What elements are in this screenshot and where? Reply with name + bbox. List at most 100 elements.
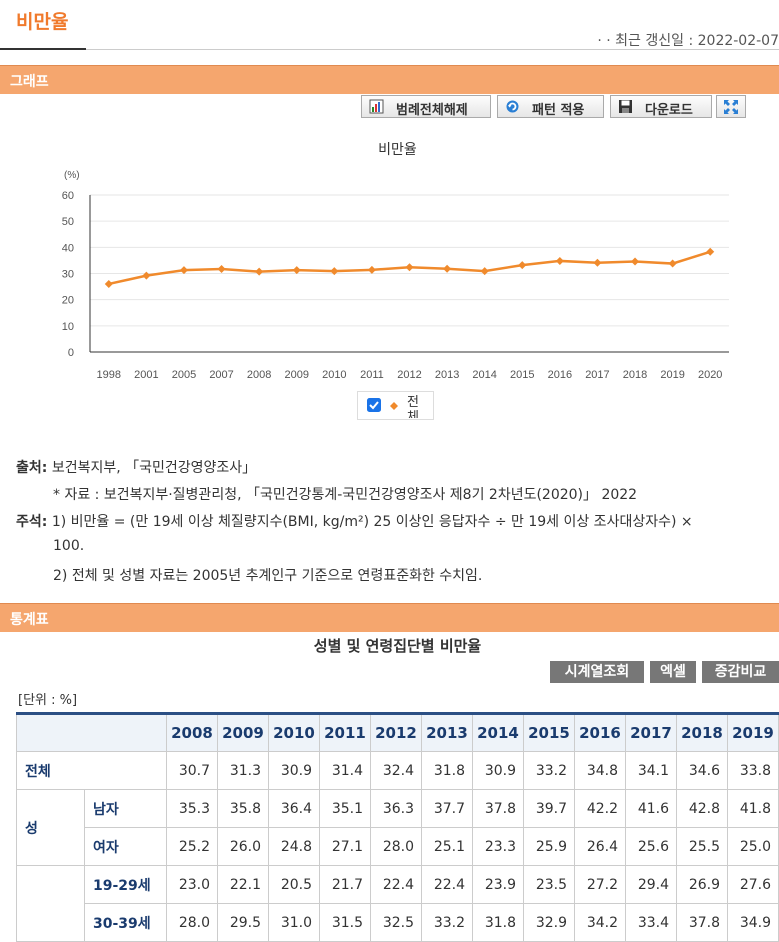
year-header: 2012 (370, 713, 422, 752)
x-tick-label: 2014 (472, 369, 496, 381)
table-cell: 34.6 (676, 751, 728, 790)
table-cell: 27.2 (574, 865, 626, 904)
table-cell: 28.0 (370, 827, 422, 866)
table-cell: 31.4 (319, 751, 371, 790)
year-header: 2018 (676, 713, 728, 752)
data-point (668, 259, 677, 268)
graph-section-header: 그래프 (0, 65, 779, 94)
y-tick-label: 10 (62, 321, 74, 333)
table-cell: 31.5 (319, 903, 371, 942)
table-cell: 42.8 (676, 789, 728, 828)
table-cell: 25.2 (166, 827, 218, 866)
x-tick-label: 2007 (209, 369, 233, 381)
table-cell: 32.4 (370, 751, 422, 790)
table-row: 전체 30.7 31.3 30.9 31.4 32.4 31.8 30.9 33.2 34.8 34… (16, 751, 779, 790)
x-tick-label: 2012 (397, 369, 421, 381)
year-header: 2014 (472, 713, 524, 752)
year-header: 2015 (523, 713, 575, 752)
table-cell: 25.9 (523, 827, 575, 866)
legend-checkbox[interactable] (367, 398, 381, 412)
legend-label: 전체 (407, 395, 419, 418)
legend-marker-icon (390, 402, 398, 410)
table-cell: 42.2 (574, 789, 626, 828)
table-cell: 27.1 (319, 827, 371, 866)
table-cell: 30.9 (268, 751, 320, 790)
time-series-button[interactable]: 시계열조회 (550, 661, 644, 683)
year-header: 2011 (319, 713, 371, 752)
table-cell: 33.8 (727, 751, 779, 790)
y-tick-label: 20 (62, 295, 74, 307)
remark-label: 주석: (16, 514, 48, 530)
table-cell: 33.2 (421, 903, 473, 942)
source-line: 출처: 보건복지부, 「국민건강영양조사」 (16, 457, 256, 477)
x-tick-label: 2015 (510, 369, 534, 381)
table-cell: 31.3 (217, 751, 269, 790)
table-cell: 29.4 (625, 865, 677, 904)
corner-cell (16, 713, 167, 752)
table-cell: 22.4 (370, 865, 422, 904)
table-cell: 31.0 (268, 903, 320, 942)
table-cell: 27.6 (727, 865, 779, 904)
table-cell: 31.8 (421, 751, 473, 790)
table-cell: 26.9 (676, 865, 728, 904)
data-point (518, 261, 527, 270)
y-tick-label: 30 (62, 269, 74, 281)
table-cell: 35.8 (217, 789, 269, 828)
table-cell: 34.2 (574, 903, 626, 942)
table-row: 30-39세 28.0 29.5 31.0 31.5 32.5 33.2 31.8 32.9 34… (17, 903, 779, 942)
x-tick-label: 2017 (585, 369, 609, 381)
table-title: 성별 및 연령집단별 비만율 (313, 637, 482, 655)
table-cell: 29.5 (217, 903, 269, 942)
excel-button[interactable]: 엑셀 (650, 661, 696, 683)
row-label-age-19-29: 19-29세 (84, 865, 167, 904)
x-tick-label: 2020 (698, 369, 722, 381)
table-cell: 25.5 (676, 827, 728, 866)
data-point (405, 263, 414, 272)
year-header: 2009 (217, 713, 269, 752)
fullscreen-button[interactable] (716, 95, 746, 118)
chart-legend: 전체 (357, 391, 434, 420)
table-cell: 25.1 (421, 827, 473, 866)
compare-button[interactable]: 증감비교 (702, 661, 779, 683)
row-label-female: 여자 (84, 827, 167, 866)
table-cell: 23.9 (472, 865, 524, 904)
table-cell: 26.0 (217, 827, 269, 866)
table-header-row: 2008 2009 2010 2011 2012 2013 2014 2015 … (16, 713, 779, 752)
table-cell: 35.1 (319, 789, 371, 828)
remark-2: 2) 전체 및 성별 자료는 2005년 추계인구 기준으로 연령표준화한 수치… (53, 568, 483, 584)
x-tick-label: 2009 (284, 369, 308, 381)
download-button[interactable]: 다운로드 (610, 95, 712, 118)
row-group-sex: 성 (16, 789, 85, 866)
table-row: 19-29세 23.0 22.1 20.5 21.7 22.4 22.4 23.9 23.5 27… (16, 865, 779, 942)
data-point (706, 247, 715, 256)
table-cell: 37.7 (421, 789, 473, 828)
data-point (480, 267, 489, 276)
apply-pattern-button[interactable]: 패턴 적용 (497, 95, 604, 118)
table-cell: 34.9 (727, 903, 779, 942)
x-tick-label: 2013 (435, 369, 459, 381)
table-cell: 25.0 (727, 827, 779, 866)
refresh-icon (506, 100, 519, 113)
source-text: 보건복지부, 「국민건강영양조사」 (51, 460, 257, 476)
table-cell: 37.8 (472, 789, 524, 828)
last-updated: · · 최근 갱신일 : 2022-02-07 (597, 33, 779, 49)
year-header: 2019 (727, 713, 779, 752)
table-cell: 35.3 (166, 789, 218, 828)
year-header: 2016 (574, 713, 626, 752)
year-header: 2010 (268, 713, 320, 752)
x-tick-label: 2008 (247, 369, 271, 381)
table-cell: 21.7 (319, 865, 371, 904)
table-section-header: 통계표 (0, 603, 779, 632)
table-cell: 31.8 (472, 903, 524, 942)
x-tick-label: 2005 (172, 369, 196, 381)
table-cell: 26.4 (574, 827, 626, 866)
source-label: 출처: (16, 460, 48, 476)
data-point (255, 267, 264, 276)
table-cell: 36.4 (268, 789, 320, 828)
table-cell: 41.8 (727, 789, 779, 828)
legend-off-button[interactable]: 범례전체해제 (361, 95, 491, 118)
table-cell: 22.1 (217, 865, 269, 904)
table-cell: 23.3 (472, 827, 524, 866)
year-header: 2017 (625, 713, 677, 752)
table-cell: 22.4 (421, 865, 473, 904)
